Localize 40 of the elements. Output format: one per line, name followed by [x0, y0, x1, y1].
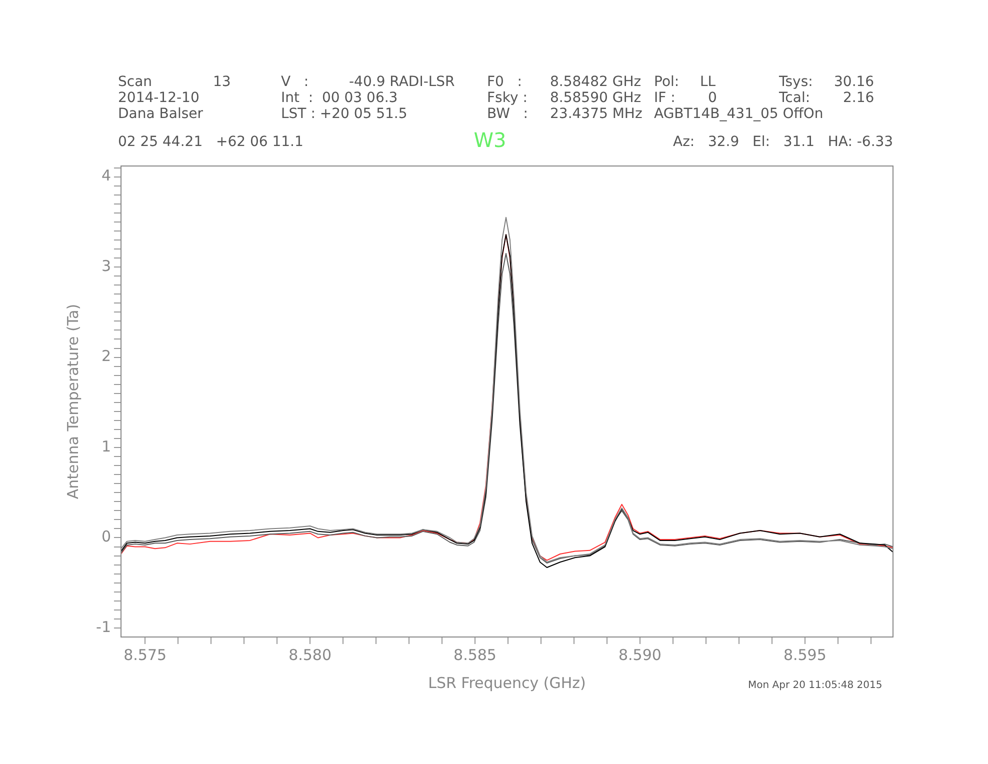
- text: 13: [213, 74, 231, 90]
- y-tick-label: 2: [101, 347, 111, 366]
- x-tick-label: 8.590: [618, 646, 662, 664]
- text: 8.58590 GHz: [550, 90, 642, 106]
- y-tick-label: -1: [96, 618, 111, 636]
- text: Tcal:: [779, 90, 810, 106]
- x-tick-label: 8.585: [454, 646, 496, 664]
- text: Fsky :: [487, 90, 528, 106]
- text: 8.58482 GHz: [550, 74, 642, 90]
- x-axis-title: LSR Frequency (GHz): [428, 674, 586, 692]
- chart-title: W3: [472, 128, 508, 152]
- text: 2.16: [843, 90, 874, 106]
- text: Dana Balser: [118, 106, 203, 122]
- text: Az: 32.9 El: 31.1 HA: -6.33: [673, 134, 894, 150]
- text: 02 25 44.21 +62 06 11.1: [118, 134, 304, 150]
- y-tick-label: 3: [101, 256, 111, 275]
- text: Tsys:: [779, 74, 813, 90]
- y-axis-title: Antenna Temperature (Ta): [64, 304, 82, 500]
- text: LST : +20 05 51.5: [281, 106, 408, 122]
- text: 0: [708, 90, 717, 106]
- text: 23.4375 MHz: [550, 106, 642, 122]
- text: F0 :: [487, 74, 522, 90]
- text: 30.16: [834, 74, 874, 90]
- text: Scan: [118, 74, 152, 90]
- text: V :: [281, 74, 309, 90]
- y-tick-label: 0: [101, 528, 111, 546]
- text: 2014-12-10: [118, 90, 200, 106]
- x-tick-label: 8.575: [124, 646, 167, 664]
- text: IF :: [654, 90, 676, 106]
- y-tick-label: 1: [101, 437, 111, 456]
- text: -40.9 RADI-LSR: [349, 74, 455, 90]
- text: Mon Apr 20 11:05:48 2015: [748, 680, 882, 691]
- text: Pol:: [654, 74, 680, 90]
- text: BW :: [487, 106, 528, 122]
- text: AGBT14B_431_05 OffOn: [654, 106, 824, 122]
- text: Int : 00 03 06.3: [281, 90, 398, 106]
- x-tick-label: 8.595: [783, 646, 826, 664]
- y-tick-label: 4: [101, 166, 111, 185]
- text: LL: [700, 74, 716, 90]
- x-tick-label: 8.580: [288, 646, 332, 664]
